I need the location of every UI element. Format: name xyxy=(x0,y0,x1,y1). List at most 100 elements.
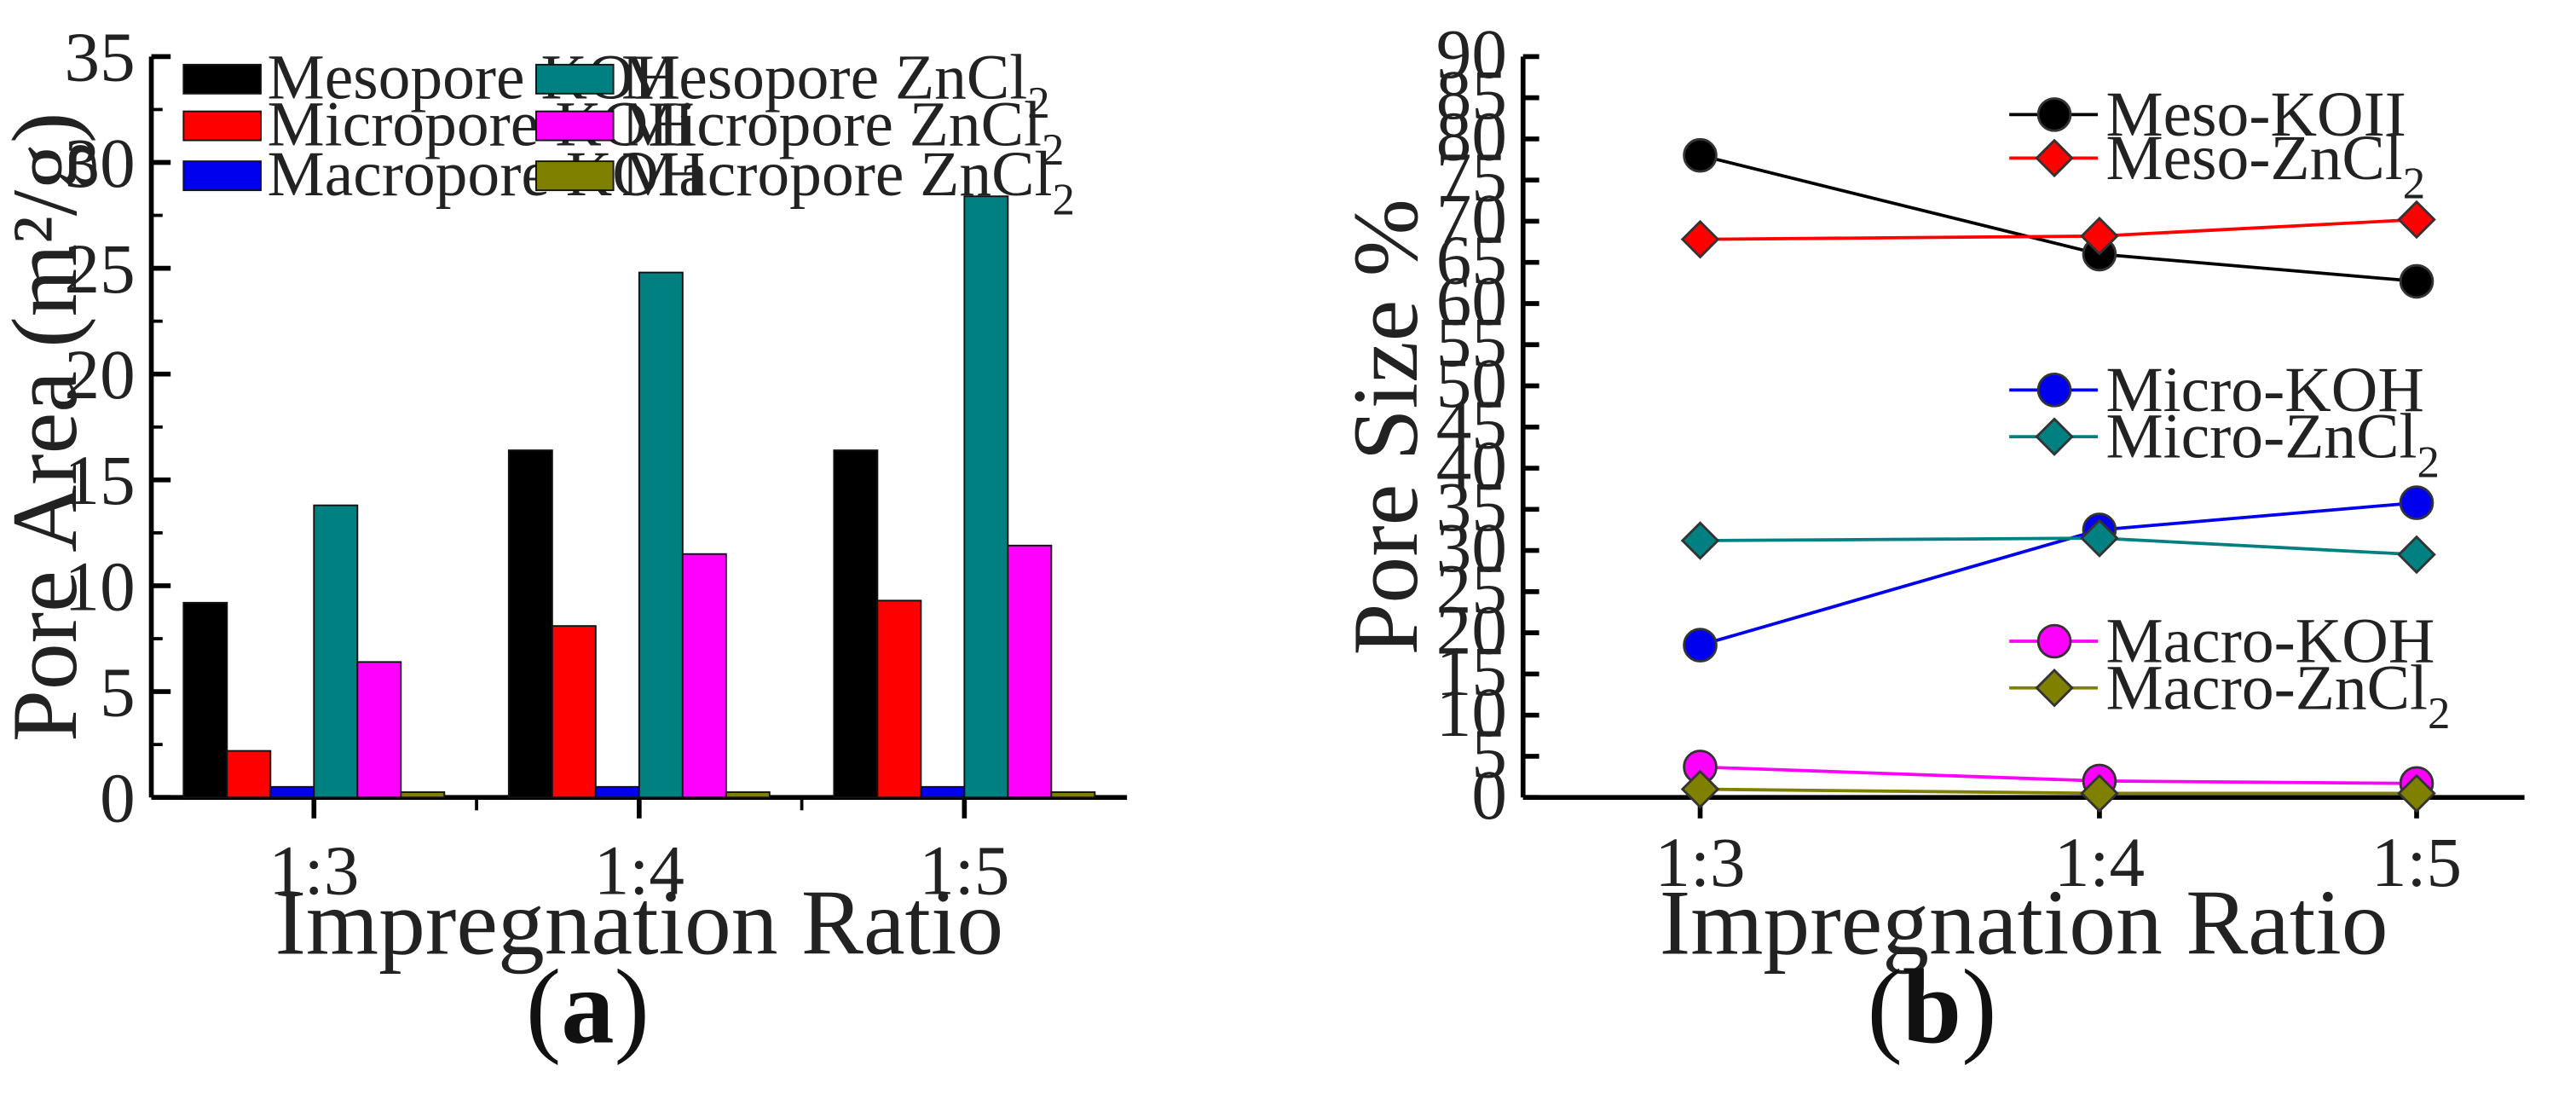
y-tick-label: 20 xyxy=(1436,591,1507,669)
bar xyxy=(313,504,359,799)
bar xyxy=(920,785,966,799)
bar xyxy=(1050,791,1096,799)
bar xyxy=(551,625,597,799)
y-tick-label: 35 xyxy=(1436,467,1507,546)
bar xyxy=(1007,544,1053,799)
legend-label: Macro-KOH xyxy=(2105,606,2434,677)
y-tick-label: 85 xyxy=(1436,55,1507,134)
x-tick-label: 1:4 xyxy=(594,831,684,910)
y-tick-label: 55 xyxy=(1436,303,1507,381)
bar xyxy=(226,750,272,799)
data-point xyxy=(2397,200,2436,240)
data-point xyxy=(2397,535,2436,575)
series-line xyxy=(1700,765,2417,785)
y-tick-label: 20 xyxy=(65,335,136,414)
bar xyxy=(725,791,771,799)
y-tick-label: 15 xyxy=(1436,632,1507,710)
legend-label: Meso-ZnCl2 xyxy=(2105,123,2425,209)
legend-label: Micro-KOH xyxy=(2105,355,2423,425)
data-point xyxy=(1683,137,1718,173)
panel-caption: (b) xyxy=(1867,947,1996,1065)
x-tick-label: 1:3 xyxy=(1655,823,1745,901)
bar xyxy=(638,271,684,799)
bar xyxy=(594,785,640,799)
data-point xyxy=(2080,217,2119,256)
legend-marker xyxy=(2036,623,2072,659)
x-axis-title: Impregnation Ratio xyxy=(274,870,1003,974)
y-tick-label: 0 xyxy=(100,759,136,837)
legend-label: Meso-KOII xyxy=(2105,79,2406,150)
legend-swatch xyxy=(535,160,615,192)
y-tick-label: 25 xyxy=(65,229,136,308)
bar xyxy=(356,661,402,799)
y-tick-label: 90 xyxy=(1436,14,1507,93)
y-tick-label: 0 xyxy=(1471,755,1507,834)
y-tick-label: 5 xyxy=(100,652,136,731)
legend-swatch xyxy=(535,63,615,95)
data-point xyxy=(2080,773,2119,813)
bar xyxy=(400,791,446,799)
data-point xyxy=(2080,518,2119,558)
legend-label: Micropore ZnCl2 xyxy=(621,89,1064,175)
data-point xyxy=(1680,219,1720,259)
x-axis-title: Impregnation Ratio xyxy=(1660,870,2388,974)
legend-marker xyxy=(2035,138,2074,178)
data-point xyxy=(2397,773,2436,813)
bar xyxy=(507,449,553,799)
data-point xyxy=(2399,485,2434,520)
y-tick-label: 60 xyxy=(1436,262,1507,340)
legend-marker xyxy=(2035,417,2074,456)
data-point xyxy=(1680,521,1720,560)
bar xyxy=(269,785,315,799)
y-tick-label: 10 xyxy=(1436,673,1507,751)
y-tick-label: 35 xyxy=(65,18,136,96)
data-point xyxy=(2399,263,2434,299)
legend-label: Macro-ZnCl2 xyxy=(2105,652,2450,738)
bar xyxy=(833,449,879,799)
legend-swatch xyxy=(182,160,262,192)
legend-marker xyxy=(2036,373,2072,408)
series-line xyxy=(1700,217,2417,241)
y-tick-label: 75 xyxy=(1436,138,1507,217)
y-tick-label: 5 xyxy=(1471,714,1507,792)
y-axis-title: Pore Size % xyxy=(1333,199,1437,655)
bar xyxy=(876,599,922,799)
legend-label: Micropore KOH xyxy=(268,89,695,159)
y-tick-label: 10 xyxy=(65,547,136,625)
series-line xyxy=(1700,787,2417,796)
y-tick-label: 40 xyxy=(1436,426,1507,505)
x-tick-label: 1:5 xyxy=(919,831,1009,910)
legend-label: Macropore ZnCl2 xyxy=(621,139,1075,225)
y-tick-label: 30 xyxy=(65,124,136,202)
legend-label: Micro-ZnCl2 xyxy=(2105,402,2439,488)
legend-label: Macropore KOH xyxy=(268,139,706,210)
bar xyxy=(182,601,228,799)
y-tick-label: 15 xyxy=(65,441,136,519)
y-tick-label: 65 xyxy=(1436,220,1507,298)
bar xyxy=(681,553,727,799)
x-tick-label: 1:4 xyxy=(2054,823,2145,901)
data-point xyxy=(1683,628,1718,663)
legend-swatch xyxy=(535,110,615,142)
x-tick-label: 1:3 xyxy=(269,831,359,910)
y-tick-label: 50 xyxy=(1436,344,1507,422)
legend-swatch xyxy=(182,110,262,142)
y-tick-label: 25 xyxy=(1436,549,1507,628)
legend-swatch xyxy=(182,63,262,95)
y-tick-label: 45 xyxy=(1436,385,1507,463)
y-axis-title: Pore Area (m²/g) xyxy=(0,113,96,742)
y-tick-label: 80 xyxy=(1436,96,1507,175)
legend-marker xyxy=(2035,668,2074,708)
panel-caption: (a) xyxy=(526,947,650,1065)
data-point xyxy=(1680,769,1720,809)
bar xyxy=(963,195,1009,799)
y-tick-label: 30 xyxy=(1436,508,1507,587)
x-tick-label: 1:5 xyxy=(2371,823,2462,901)
legend-label: Mesopore ZnCl2 xyxy=(621,42,1050,128)
y-tick-label: 70 xyxy=(1436,179,1507,258)
